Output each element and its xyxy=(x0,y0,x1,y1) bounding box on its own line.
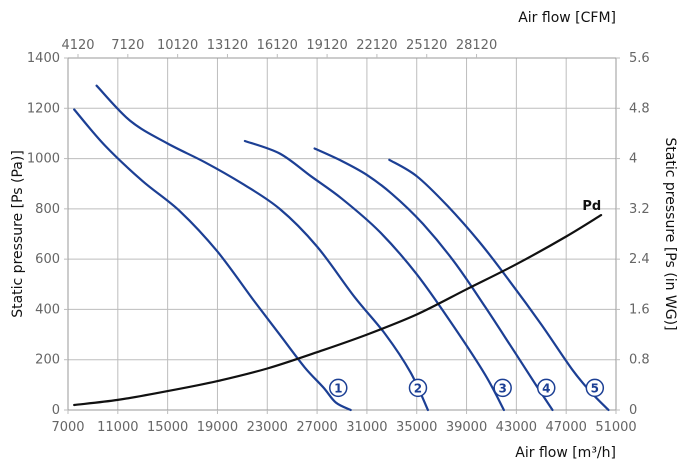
x-tick-label: 11000 xyxy=(97,420,138,435)
y-tick-label: 800 xyxy=(35,202,60,217)
y2-tick-label: 4 xyxy=(629,152,637,167)
fan-curve-4 xyxy=(313,147,554,412)
x-tick-label: 51000 xyxy=(595,420,636,435)
pd-curve xyxy=(73,214,603,407)
x-tick-label: 43000 xyxy=(496,420,537,435)
x-tick-label: 23000 xyxy=(247,420,288,435)
x-axis-title: Air flow [m³/h] xyxy=(515,445,616,461)
x2-tick-label: 10120 xyxy=(157,38,198,53)
y-tick-label: 200 xyxy=(35,353,60,368)
x2-tick-label: 22120 xyxy=(356,38,397,53)
y2-tick-label: 2.4 xyxy=(629,252,650,267)
y2-tick-label: 0 xyxy=(629,403,637,418)
y2-tick-label: 1.6 xyxy=(629,302,650,317)
badge-number: 2 xyxy=(414,381,422,395)
curve-badge-2: 2 xyxy=(408,378,428,398)
badges-layer: 1 2 3 4 5 xyxy=(329,378,605,398)
y-tick-label: 1200 xyxy=(27,101,60,116)
fan-curve-3 xyxy=(243,139,505,412)
x-tick-label: 27000 xyxy=(296,420,337,435)
badge-number: 1 xyxy=(334,381,342,395)
x2-tick-label: 13120 xyxy=(207,38,248,53)
x-tick-label: 19000 xyxy=(197,420,238,435)
x-tick-label: 39000 xyxy=(446,420,487,435)
badge-ring xyxy=(537,378,556,398)
badge-ring xyxy=(585,378,605,398)
x2-tick-label: 16120 xyxy=(257,38,298,53)
x2-tick-label: 25120 xyxy=(406,38,447,53)
y2-axis-title: Static pressure [Ps (in WG)] xyxy=(662,137,678,330)
x2-tick-label: 4120 xyxy=(61,38,94,53)
grid-layer xyxy=(68,58,616,410)
y-axis-title: Static pressure [Ps (Pa)] xyxy=(10,150,26,318)
x2-tick-label: 7120 xyxy=(111,38,144,53)
y2-tick-label: 0.8 xyxy=(629,353,650,368)
x-tick-label: 7000 xyxy=(51,420,84,435)
curve-badge-1: 1 xyxy=(329,378,348,398)
ticks-layer: 7000 11000 15000 19000 23000 27000 31000 35000 3… xyxy=(27,38,650,435)
fan-curve-2 xyxy=(95,84,429,412)
x2-tick-label: 28120 xyxy=(456,38,497,53)
curve-badge-4: 4 xyxy=(537,378,556,398)
y2-tick-label: 3.2 xyxy=(629,202,650,217)
y-tick-label: 600 xyxy=(35,252,60,267)
curve-badge-5: 5 xyxy=(585,378,605,398)
x-tick-label: 15000 xyxy=(147,420,188,435)
x-tick-label: 31000 xyxy=(346,420,387,435)
y2-tick-label: 5.6 xyxy=(629,51,650,66)
y-tick-label: 0 xyxy=(52,403,60,418)
badge-ring xyxy=(493,378,512,398)
x-tick-label: 47000 xyxy=(546,420,587,435)
x2-tick-label: 19120 xyxy=(306,38,347,53)
badge-number: 5 xyxy=(591,381,599,395)
fan-curve-5 xyxy=(388,158,610,412)
fan-curve-1 xyxy=(73,108,352,412)
y-tick-label: 1000 xyxy=(27,152,60,167)
x2-axis-title: Air flow [CFM] xyxy=(518,10,616,26)
x-tick-label: 35000 xyxy=(396,420,437,435)
badge-number: 4 xyxy=(542,381,550,395)
badge-ring xyxy=(329,378,348,398)
badge-ring xyxy=(408,378,428,398)
badge-number: 3 xyxy=(498,381,506,395)
curve-badge-3: 3 xyxy=(493,378,512,398)
pd-curve-label: Pd xyxy=(582,199,601,214)
y-tick-label: 400 xyxy=(35,302,60,317)
y2-tick-label: 4.8 xyxy=(629,101,650,116)
y-tick-label: 1400 xyxy=(27,51,60,66)
curves-layer xyxy=(73,84,610,412)
plot-frame xyxy=(67,57,617,411)
